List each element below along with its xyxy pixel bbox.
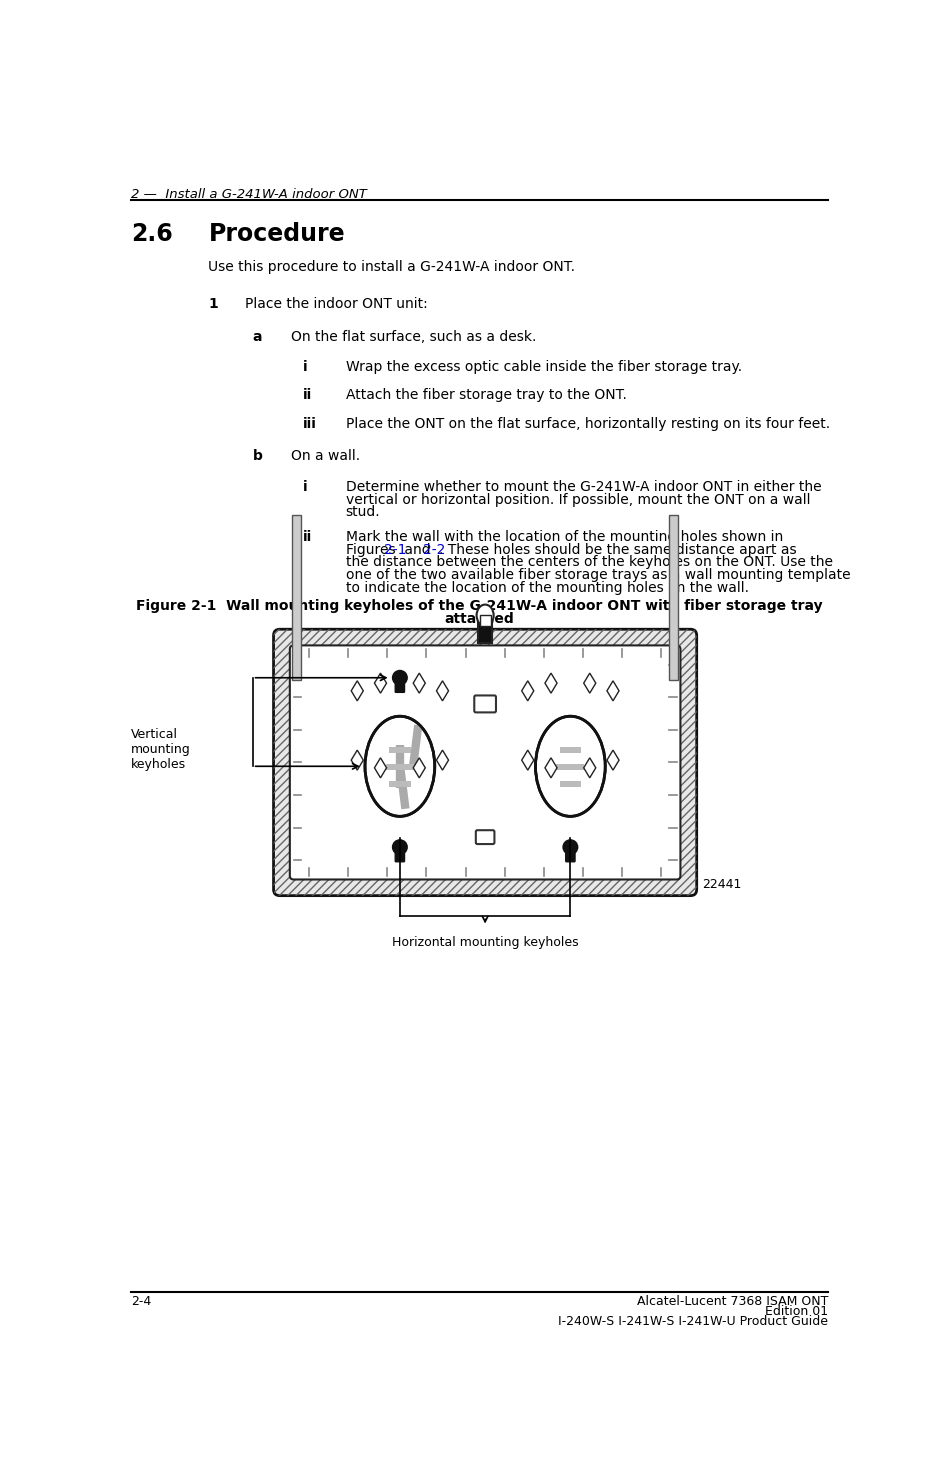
Text: one of the two available fiber storage trays as a wall mounting template: one of the two available fiber storage t…	[345, 569, 850, 582]
Text: 2-1: 2-1	[385, 542, 407, 557]
Text: Vertical
mounting
keyholes: Vertical mounting keyholes	[131, 728, 191, 771]
Polygon shape	[413, 758, 425, 778]
Text: 1: 1	[209, 297, 218, 310]
Polygon shape	[607, 750, 619, 770]
Bar	[386, 764, 414, 770]
Bar	[389, 747, 411, 753]
Text: vertical or horizontal position. If possible, mount the ONT on a wall: vertical or horizontal position. If poss…	[345, 492, 811, 507]
Text: Place the ONT on the flat surface, horizontally resting on its four feet.: Place the ONT on the flat surface, horiz…	[345, 417, 829, 431]
Text: i: i	[303, 360, 308, 374]
Text: 2-4: 2-4	[131, 1294, 152, 1307]
Polygon shape	[351, 681, 363, 702]
Text: 22441: 22441	[702, 877, 741, 891]
Polygon shape	[545, 758, 557, 778]
Bar	[556, 764, 584, 770]
Ellipse shape	[476, 604, 493, 626]
Polygon shape	[413, 674, 425, 693]
Text: 2.6: 2.6	[131, 222, 173, 245]
Text: Procedure: Procedure	[209, 222, 345, 245]
Text: a: a	[253, 329, 262, 344]
Text: iii: iii	[303, 417, 317, 431]
Text: Attach the fiber storage tray to the ONT.: Attach the fiber storage tray to the ONT…	[345, 388, 626, 402]
Polygon shape	[545, 674, 557, 693]
Polygon shape	[584, 674, 596, 693]
Text: to indicate the location of the mounting holes on the wall.: to indicate the location of the mounting…	[345, 580, 749, 595]
FancyBboxPatch shape	[565, 852, 575, 861]
Polygon shape	[607, 681, 619, 702]
FancyBboxPatch shape	[395, 852, 404, 861]
Polygon shape	[374, 758, 387, 778]
Text: Figure 2-1  Wall mounting keyholes of the G-241W-A indoor ONT with fiber storage: Figure 2-1 Wall mounting keyholes of the…	[137, 600, 823, 613]
Text: 2-2: 2-2	[423, 542, 446, 557]
Text: Alcatel-Lucent 7368 ISAM ONT: Alcatel-Lucent 7368 ISAM ONT	[637, 1294, 828, 1307]
Circle shape	[563, 840, 578, 854]
Polygon shape	[436, 681, 448, 702]
Text: attached: attached	[445, 613, 515, 626]
Text: Figures: Figures	[345, 542, 400, 557]
Bar	[480, 700, 490, 707]
Ellipse shape	[535, 716, 606, 817]
Text: stud.: stud.	[345, 505, 380, 520]
Text: On the flat surface, such as a desk.: On the flat surface, such as a desk.	[291, 329, 536, 344]
Circle shape	[393, 671, 407, 685]
Text: and: and	[400, 542, 435, 557]
Polygon shape	[584, 758, 596, 778]
Text: 2 —  Install a G-241W-A indoor ONT: 2 — Install a G-241W-A indoor ONT	[131, 188, 367, 201]
Bar	[669, 515, 678, 679]
FancyBboxPatch shape	[273, 629, 696, 895]
Bar	[478, 622, 492, 642]
FancyBboxPatch shape	[475, 830, 494, 843]
Text: Mark the wall with the location of the mounting holes shown in: Mark the wall with the location of the m…	[345, 530, 782, 544]
Polygon shape	[521, 750, 534, 770]
Text: ii: ii	[303, 388, 313, 402]
Text: Horizontal mounting keyholes: Horizontal mounting keyholes	[392, 936, 578, 948]
Bar	[389, 781, 411, 787]
Text: i: i	[303, 480, 308, 493]
Polygon shape	[351, 750, 363, 770]
Ellipse shape	[365, 716, 434, 817]
Circle shape	[393, 840, 407, 854]
Text: the distance between the centers of the keyholes on the ONT. Use the: the distance between the centers of the …	[345, 555, 833, 569]
FancyBboxPatch shape	[395, 684, 404, 693]
Bar	[480, 616, 490, 626]
Text: Wrap the excess optic cable inside the fiber storage tray.: Wrap the excess optic cable inside the f…	[345, 360, 741, 374]
Text: ii: ii	[303, 530, 313, 544]
Bar	[292, 515, 301, 679]
FancyBboxPatch shape	[290, 645, 680, 879]
Text: . These holes should be the same distance apart as: . These holes should be the same distanc…	[439, 542, 797, 557]
Bar	[560, 781, 581, 787]
Text: Determine whether to mount the G-241W-A indoor ONT in either the: Determine whether to mount the G-241W-A …	[345, 480, 821, 493]
Polygon shape	[374, 674, 387, 693]
Text: I-240W-S I-241W-S I-241W-U Product Guide: I-240W-S I-241W-S I-241W-U Product Guide	[559, 1315, 828, 1328]
Text: Edition 01: Edition 01	[766, 1304, 828, 1317]
Text: b: b	[253, 449, 262, 464]
Text: On a wall.: On a wall.	[291, 449, 360, 464]
Polygon shape	[521, 681, 534, 702]
Polygon shape	[436, 750, 448, 770]
Bar	[560, 747, 581, 753]
Text: Use this procedure to install a G-241W-A indoor ONT.: Use this procedure to install a G-241W-A…	[209, 260, 576, 275]
FancyBboxPatch shape	[475, 696, 496, 712]
Text: Place the indoor ONT unit:: Place the indoor ONT unit:	[245, 297, 428, 310]
